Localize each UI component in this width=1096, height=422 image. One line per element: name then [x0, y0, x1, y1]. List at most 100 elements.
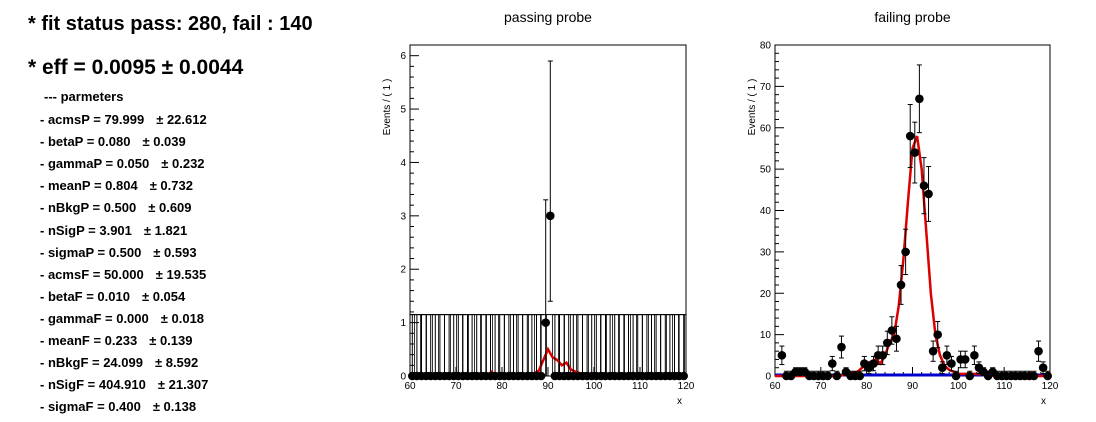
parameter-row: - betaP = 0.080 ± 0.039 [40, 134, 186, 149]
x-tick-label: 80 [861, 381, 873, 392]
parameter-error: ± 0.732 [149, 178, 193, 194]
parameter-row: - betaF = 0.010 ± 0.054 [40, 289, 185, 304]
fit-curve [775, 135, 1050, 378]
x-tick-label: 70 [450, 381, 462, 392]
parameter-error: ± 0.593 [153, 244, 197, 260]
data-point [832, 371, 842, 381]
parameter-row: - gammaF = 0.000 ± 0.018 [40, 311, 204, 326]
parameter-row: - nBkgF = 24.099 ± 8.592 [40, 355, 198, 370]
parameter-row: - nSigF = 404.910 ± 21.307 [40, 377, 208, 392]
x-tick-label: 120 [678, 381, 695, 392]
y-tick-label: 40 [760, 206, 772, 217]
parameter-value: - meanP = 0.804 [40, 178, 138, 194]
parameter-row: - acmsF = 50.000 ± 19.535 [40, 267, 206, 282]
data-point [937, 363, 947, 373]
data-point [541, 318, 550, 327]
data-point [855, 371, 865, 381]
parameter-error: ± 0.609 [148, 200, 192, 216]
data-point [823, 371, 833, 381]
y-tick-label: 70 [760, 82, 772, 93]
y-tick-label: 0 [400, 372, 406, 383]
data-point [910, 148, 920, 157]
data-point [892, 334, 901, 344]
y-tick-label: 20 [760, 289, 772, 300]
y-axis-label: Events / ( 1 ) [747, 79, 758, 136]
data-point [1038, 363, 1048, 373]
parameter-row: - nBkgP = 0.500 ± 0.609 [40, 200, 192, 215]
data-point [942, 351, 952, 360]
data-point [915, 94, 924, 104]
y-tick-label: 0 [765, 372, 771, 383]
data-point [878, 351, 888, 360]
parameter-value: - sigmaF = 0.400 [40, 399, 141, 415]
x-tick-label: 70 [815, 381, 827, 392]
parameter-row: - meanP = 0.804 ± 0.732 [40, 178, 193, 193]
data-point [827, 359, 837, 368]
data-point [905, 131, 915, 141]
plot-title: failing probe [874, 9, 950, 25]
parameter-value: - meanF = 0.233 [40, 333, 138, 348]
y-tick-label: 50 [760, 165, 772, 176]
data-point [837, 342, 846, 352]
data-point [679, 371, 688, 381]
parameter-row: - gammaP = 0.050 ± 0.232 [40, 156, 205, 171]
y-tick-label: 3 [400, 211, 406, 222]
data-point [1043, 371, 1053, 381]
efficiency-text: * eff = 0.0095 ± 0.0044 [28, 56, 244, 79]
parameter-error: ± 0.138 [152, 399, 197, 415]
parameter-error: ± 8.592 [154, 355, 199, 371]
failing-probe-plot: failing probe 60 70 80 90 100 110 120 0 10 20 30 40 5… [747, 9, 1059, 407]
data-point [887, 326, 897, 335]
parameter-value: - nBkgP = 0.500 [40, 200, 137, 216]
parameter-value: - acmsF = 50.000 [40, 266, 144, 282]
y-tick-label: 6 [400, 51, 406, 62]
y-axis-label: Events / ( 1 ) [382, 79, 393, 136]
parameter-row: - acmsP = 79.999 ± 22.612 [40, 112, 207, 127]
parameter-value: - nBkgF = 24.099 [40, 355, 143, 371]
y-tick-label: 4 [400, 158, 406, 169]
y-tick-label: 5 [400, 105, 406, 116]
parameter-error: ± 0.018 [160, 310, 205, 326]
parameter-row: - sigmaF = 0.400 ± 0.138 [40, 399, 196, 414]
parameter-value: - nSigF = 404.910 [40, 377, 146, 393]
parameter-value: - gammaF = 0.000 [40, 310, 149, 326]
x-tick-label: 60 [769, 381, 781, 392]
data-point [924, 189, 933, 199]
parameters-heading: --- parmeters [44, 89, 124, 104]
x-tick-label: 90 [907, 381, 919, 392]
y-tick-label: 60 [760, 123, 772, 134]
x-axis-label: x [677, 396, 682, 407]
parameter-error: ± 21.307 [157, 377, 209, 393]
passing-probe-plot: passing probe 60 70 80 90 100 110 120 0 1 2 3 4 5 6 x Ev… [382, 9, 695, 407]
parameter-value: - betaF = 0.010 [40, 288, 130, 304]
y-tick-label: 2 [400, 265, 406, 276]
data-point [1029, 371, 1039, 381]
x-tick-label: 100 [586, 381, 603, 392]
parameter-error: ± 19.535 [155, 266, 207, 282]
data-point [1034, 346, 1043, 356]
data-point [896, 280, 906, 290]
parameter-error: ± 22.612 [156, 112, 207, 127]
data-point [928, 346, 938, 356]
data-point [777, 351, 787, 360]
parameter-row: - sigmaP = 0.500 ± 0.593 [40, 245, 197, 260]
parameter-value: - gammaP = 0.050 [40, 156, 150, 172]
data-point [970, 351, 979, 360]
parameter-error: ± 0.139 [149, 333, 193, 348]
data-point [869, 359, 878, 368]
y-tick-label: 10 [760, 330, 772, 341]
parameter-value: - nSigP = 3.901 [40, 222, 132, 238]
x-tick-label: 110 [632, 381, 648, 392]
x-tick-label: 100 [950, 381, 967, 392]
data-point [951, 371, 961, 381]
data-point [965, 371, 975, 381]
x-tick-label: 90 [542, 381, 554, 392]
fit-status-text: * fit status pass: 280, fail : 140 [28, 13, 313, 35]
y-tick-label: 1 [400, 318, 406, 329]
x-tick-label: 120 [1042, 381, 1059, 392]
parameter-value: - sigmaP = 0.500 [40, 244, 142, 260]
parameter-row: - nSigP = 3.901 ± 1.821 [40, 223, 187, 238]
data-point [546, 211, 555, 221]
data-point [933, 330, 943, 339]
